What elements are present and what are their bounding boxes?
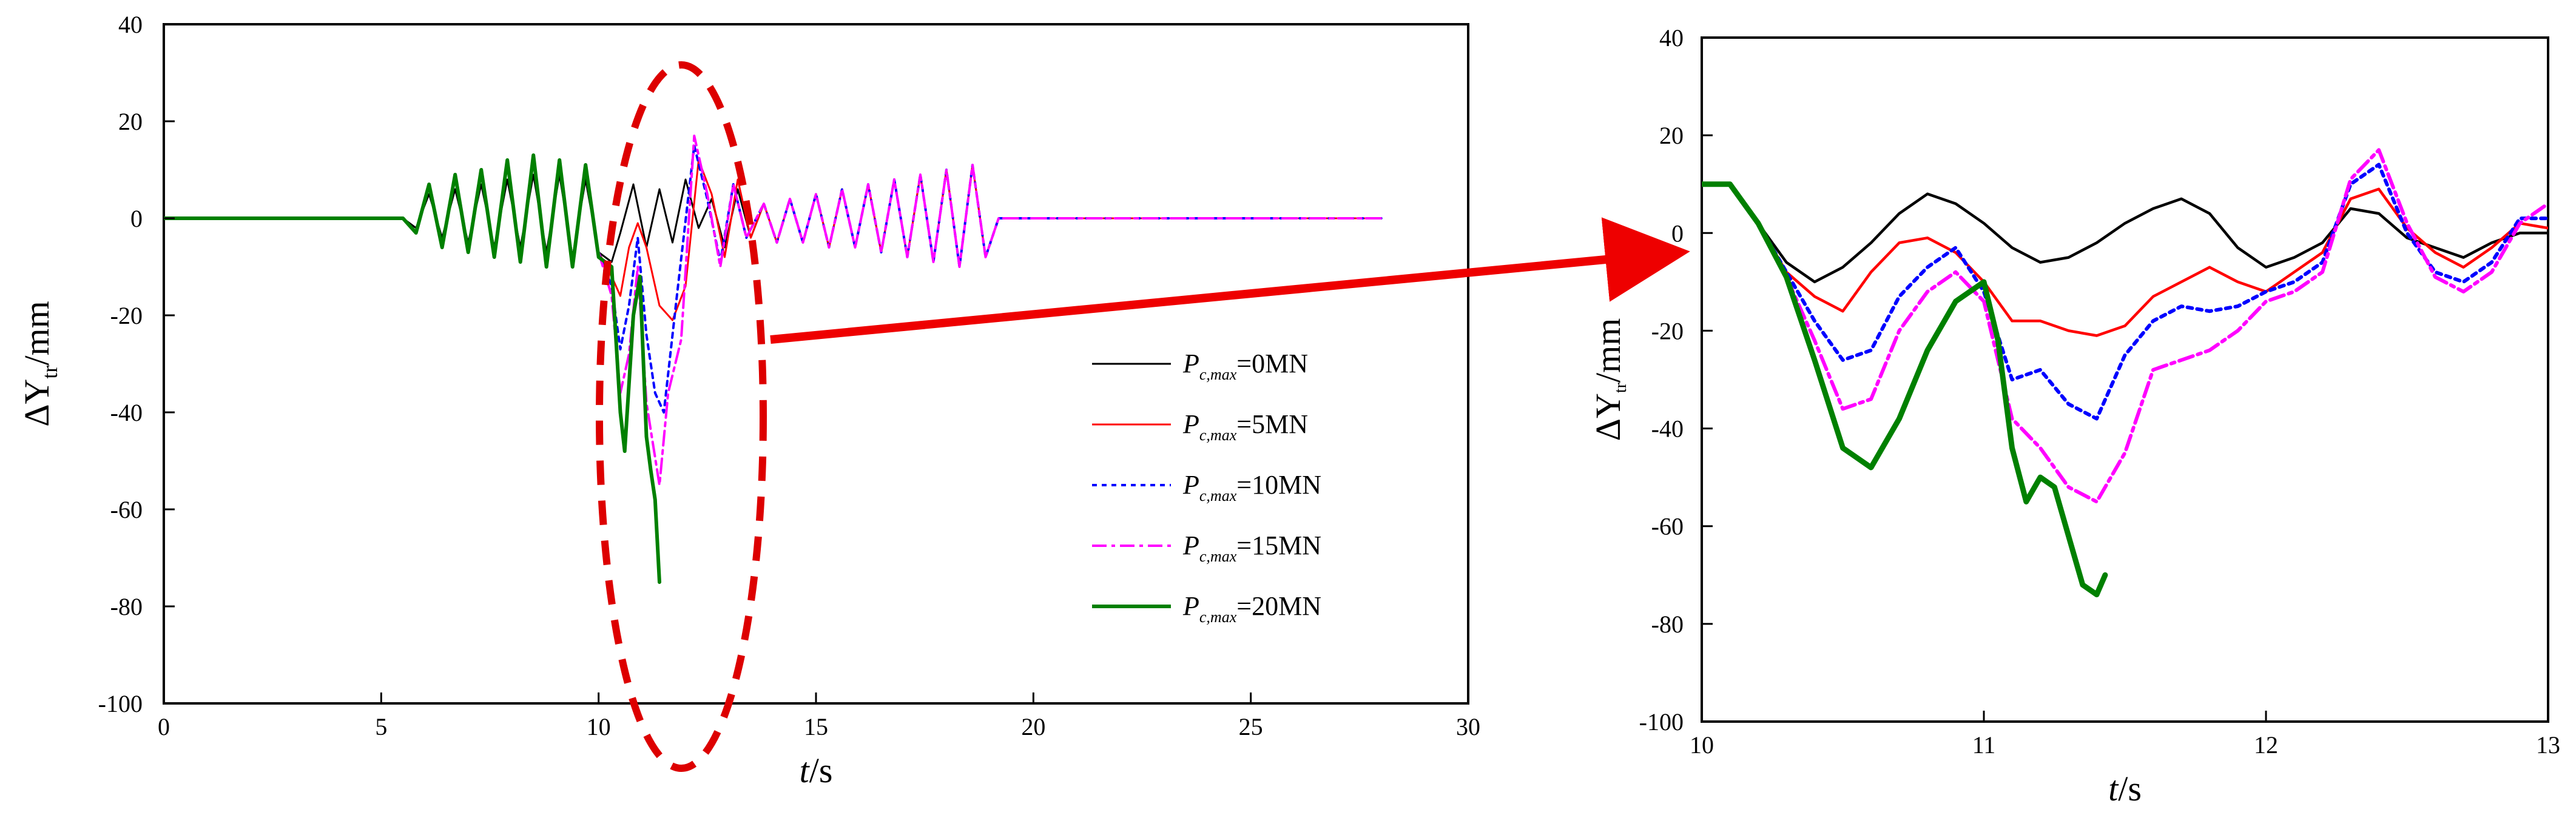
series-line-3 (597, 135, 1383, 486)
y-tick-label: 20 (118, 108, 143, 135)
series-line-2 (1702, 163, 2548, 421)
zoom-chart-x-axis-label: t/s (2108, 769, 2142, 808)
series-line-0 (164, 164, 1383, 268)
legend-symbol: P (1182, 531, 1199, 560)
y-tick-label: 0 (130, 205, 143, 232)
legend-value: =20MN (1236, 591, 1321, 621)
legend-subscript: c,max (1199, 426, 1237, 444)
y-tick-label: -20 (110, 302, 143, 329)
legend-label-2: Pc,max=10MN (1182, 470, 1321, 505)
legend-value: =15MN (1236, 531, 1321, 560)
y-tick-label: 20 (1659, 122, 1684, 149)
y-tick-label: -60 (1651, 513, 1684, 540)
x-tick-label: 13 (2536, 731, 2560, 759)
y-axis-label-symbol: ΔY (17, 379, 56, 427)
series-line-1 (1702, 183, 2548, 337)
y-tick-label: -40 (1651, 415, 1684, 443)
x-axis-label-symbol: t (2108, 769, 2119, 808)
x-tick-label: 10 (587, 713, 611, 740)
series-line-4 (1702, 181, 2108, 597)
legend-subscript: c,max (1199, 487, 1237, 505)
legend-label-1: Pc,max=5MN (1182, 409, 1308, 444)
series-line-3 (1702, 148, 2548, 504)
legend-symbol: P (1182, 409, 1199, 439)
legend-label-0: Pc,max=0MN (1182, 349, 1308, 383)
zoom-chart: 10 11 12 13 40 20 0 -20 -40 -60 -80 -100 t/s ΔYtr/m… (1588, 24, 2560, 808)
y-tick-label: -100 (1639, 708, 1684, 736)
legend-symbol: P (1182, 470, 1199, 500)
legend-value: =10MN (1236, 470, 1321, 500)
y-tick-label: 40 (1659, 24, 1684, 52)
legend-label-4: Pc,max=20MN (1182, 591, 1321, 626)
x-tick-label: 15 (804, 713, 828, 740)
legend-subscript: c,max (1199, 608, 1237, 626)
main-chart: 0 5 10 15 20 25 30 40 20 0 -20 -40 -60 -80 -100 t/s ΔY… (17, 11, 1480, 790)
x-tick-label: 10 (1690, 731, 1714, 759)
x-tick-label: 12 (2254, 731, 2278, 759)
main-chart-x-axis-label: t/s (800, 751, 833, 790)
x-axis-label-unit: /s (2118, 769, 2142, 808)
series-line-0 (1702, 183, 2548, 284)
x-axis-label-unit: /s (809, 751, 833, 790)
series-line-4 (164, 153, 661, 584)
x-tick-label: 5 (375, 713, 387, 740)
x-tick-label: 0 (158, 713, 170, 740)
legend-label-3: Pc,max=15MN (1182, 531, 1321, 565)
y-tick-label: -80 (110, 593, 143, 620)
x-tick-label: 30 (1456, 713, 1480, 740)
y-axis-label-symbol: ΔY (1588, 393, 1628, 441)
legend-value: =0MN (1236, 349, 1308, 378)
legend-value: =5MN (1236, 409, 1308, 439)
legend-subscript: c,max (1199, 548, 1237, 565)
legend-symbol: P (1182, 349, 1199, 378)
y-axis-label-unit: /mm (1588, 318, 1628, 383)
legend-symbol: P (1182, 591, 1199, 621)
zoom-chart-y-axis-label: ΔYtr/mm (1588, 318, 1630, 441)
y-tick-label: 0 (1671, 220, 1684, 247)
legend-subscript: c,max (1199, 366, 1237, 383)
x-tick-label: 20 (1021, 713, 1045, 740)
y-tick-label: -40 (110, 399, 143, 426)
legend: Pc,max=0MNPc,max=5MNPc,max=10MNPc,max=15… (1092, 349, 1321, 626)
y-tick-label: -60 (110, 496, 143, 523)
y-axis-label-subscript: tr (38, 366, 62, 379)
zoom-arrow (770, 217, 1690, 344)
y-axis-label-unit: /mm (17, 301, 56, 365)
x-axis-label-symbol: t (800, 751, 811, 790)
zoom-chart-plot-frame (1701, 36, 2549, 723)
highlight-ellipse (596, 61, 767, 772)
y-tick-label: -20 (1651, 317, 1684, 344)
x-tick-label: 25 (1239, 713, 1263, 740)
y-tick-label: -80 (1651, 611, 1684, 638)
y-axis-label-subscript: tr (1611, 382, 1630, 393)
x-tick-label: 11 (1972, 731, 1996, 759)
main-chart-y-axis-label: ΔYtr/mm (17, 301, 62, 427)
y-tick-label: -100 (98, 690, 143, 717)
y-tick-label: 40 (118, 11, 143, 38)
